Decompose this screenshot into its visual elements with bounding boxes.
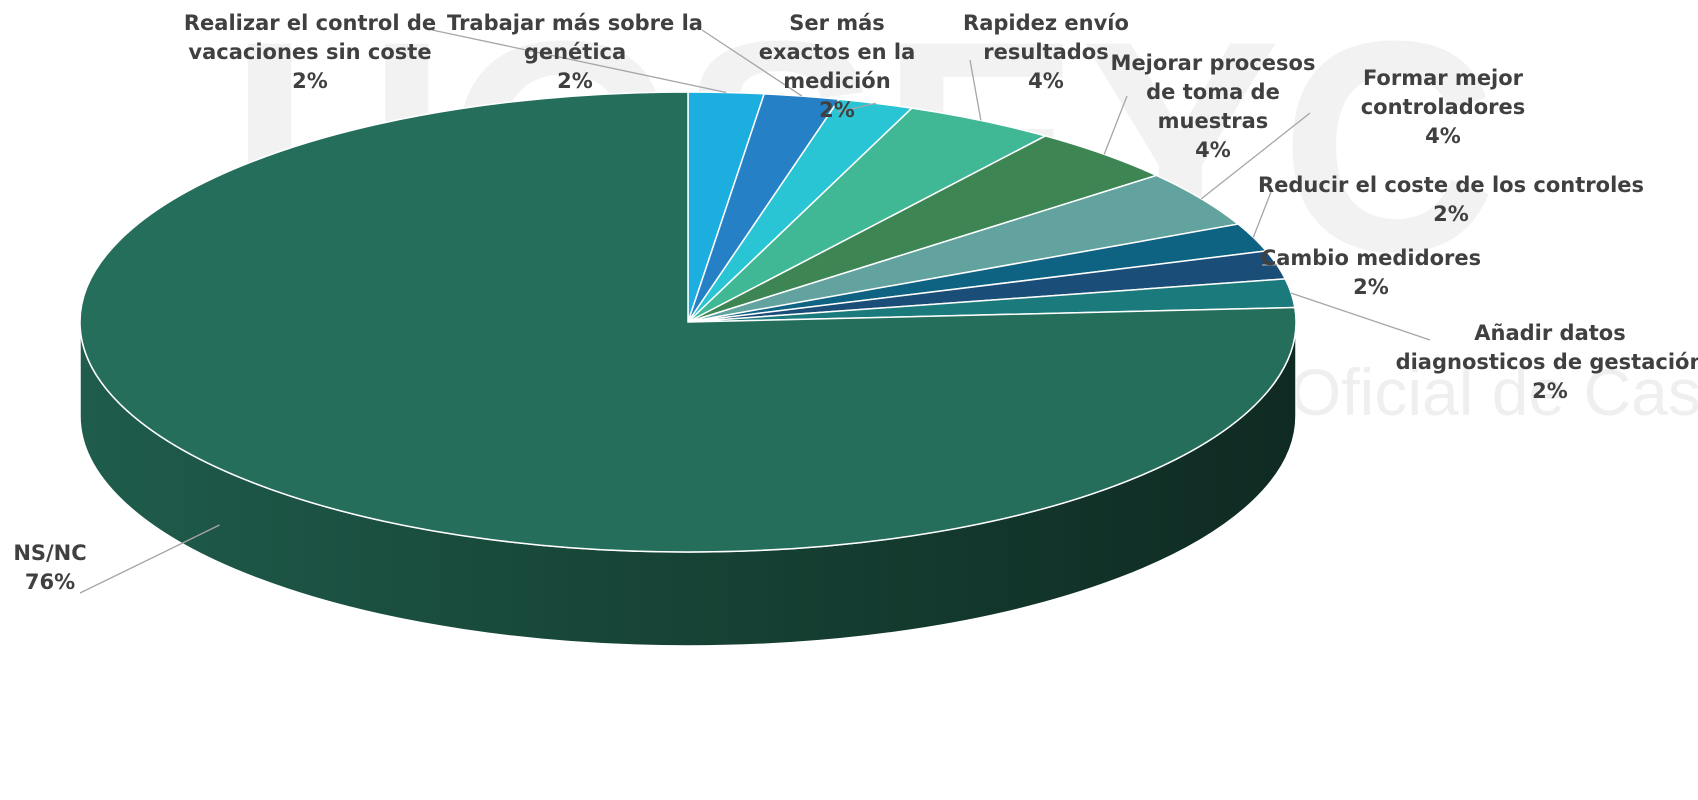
leader-line (80, 525, 220, 593)
slice-label: NS/NC 76% (13, 541, 86, 594)
pie-top (80, 92, 1296, 552)
